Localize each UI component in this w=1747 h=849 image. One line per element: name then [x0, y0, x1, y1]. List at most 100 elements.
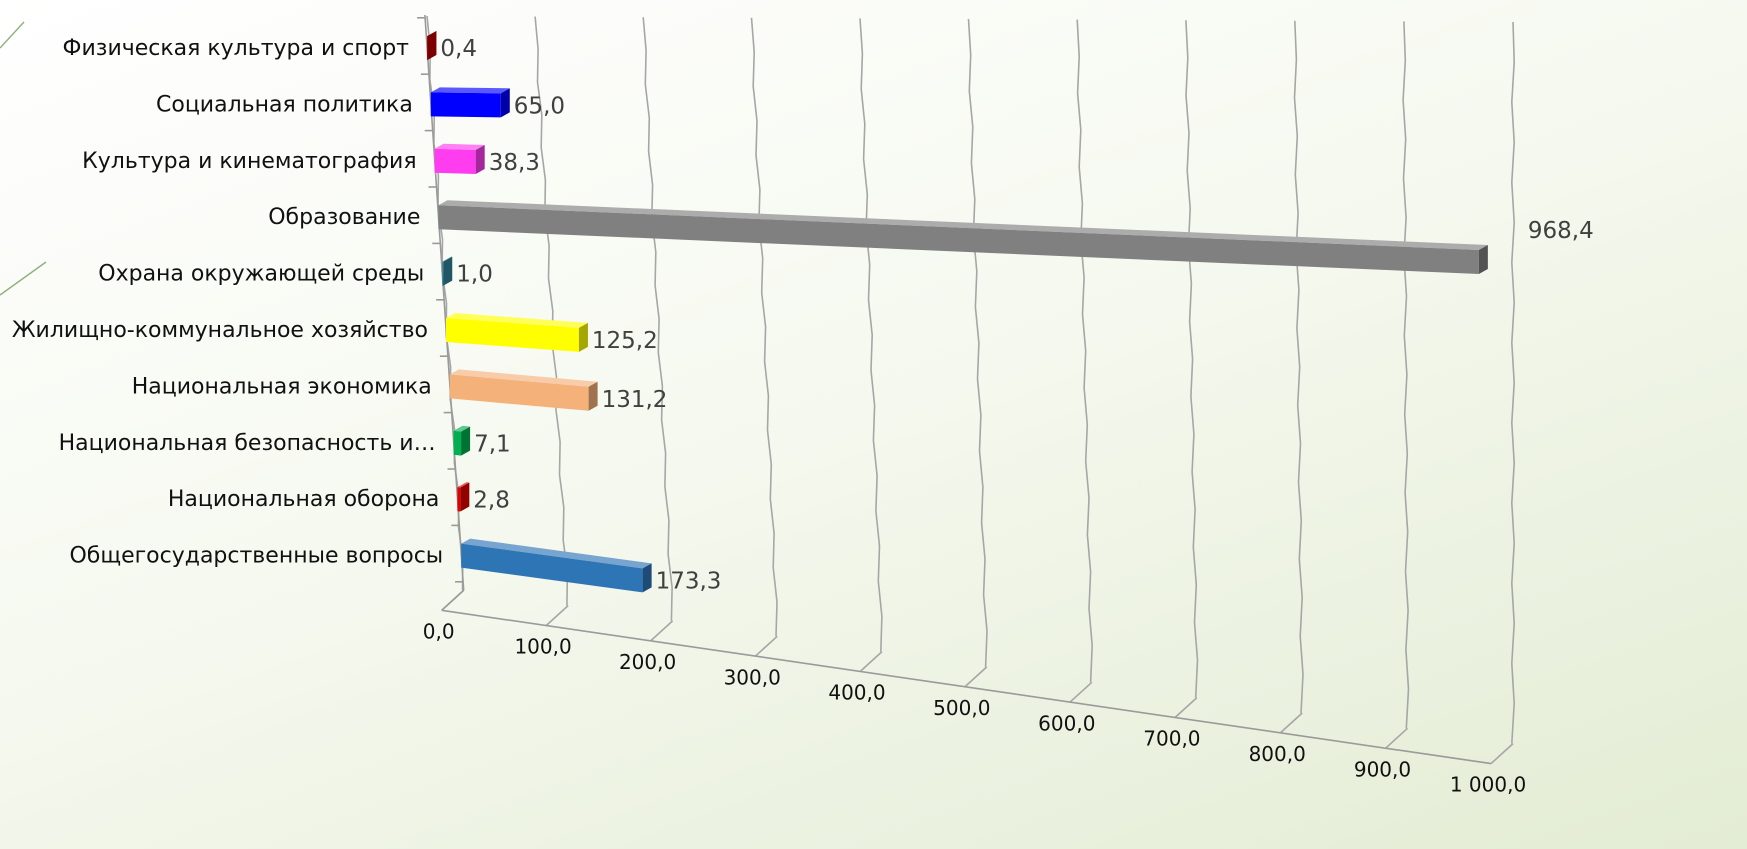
bar: [434, 143, 485, 174]
bar-top-face: [442, 256, 453, 262]
value-label: 38,3: [489, 150, 540, 176]
bar: [442, 256, 453, 286]
x-tick-label: 900,0: [1354, 757, 1411, 781]
x-tick-label: 1 000,0: [1450, 773, 1526, 797]
bar-end-face: [443, 256, 453, 286]
value-label: 173,3: [656, 568, 722, 594]
category-label: Физическая культура и спорт: [63, 36, 410, 61]
floor-gridline-9: [1384, 727, 1409, 749]
decorative-line: [0, 261, 47, 296]
bar: [453, 425, 471, 456]
bar: [430, 87, 510, 118]
gridline-3: [750, 17, 778, 637]
category-label: Общегосударственные вопросы: [69, 544, 443, 569]
bar-end-face: [461, 426, 471, 456]
x-tick-label: 600,0: [1038, 711, 1095, 735]
axes: [417, 14, 1492, 765]
labels: 0,0 100,0 200,0 300,0 400,0 500,0 600,0 700,0 80…: [12, 36, 1594, 797]
x-axis-line: [441, 609, 1492, 765]
floor-gridline-10: [1490, 743, 1514, 765]
gridline-2: [642, 17, 673, 621]
category-label: Охрана окружающей среды: [98, 262, 424, 287]
floor-gridline-1: [545, 605, 569, 627]
bar-front-face: [442, 261, 444, 286]
gridline-8: [1293, 20, 1304, 714]
value-label: 1,0: [456, 262, 493, 288]
decorative-line: [0, 21, 25, 49]
bar-front-face: [446, 318, 579, 352]
bar-end-face: [642, 563, 652, 593]
category-label: Культура и кинематография: [82, 149, 416, 174]
category-label: Образование: [268, 205, 420, 230]
x-tick-label: 700,0: [1143, 727, 1200, 751]
floor-gridline-8: [1279, 712, 1303, 734]
gridline-9: [1402, 21, 1410, 729]
bar-end-face: [460, 482, 470, 512]
bar-top-face: [446, 313, 588, 328]
value-label: 65,0: [514, 93, 565, 119]
bar-top-face: [434, 143, 485, 150]
x-tick-label: 500,0: [933, 696, 990, 720]
bar: [446, 313, 588, 352]
gridline-6: [1076, 19, 1094, 683]
bar: [438, 200, 1488, 275]
category-label: Национальная экономика: [132, 374, 432, 399]
value-label: 131,2: [602, 387, 668, 413]
x-tick-label: 300,0: [724, 665, 781, 689]
bar: [457, 482, 470, 512]
gridlines: [426, 15, 1516, 765]
x-tick-label: 0,0: [423, 619, 455, 643]
floor-gridline-2: [650, 620, 674, 642]
x-tick-label: 200,0: [619, 650, 676, 674]
floor-gridline-5: [964, 666, 988, 688]
bar-front-face: [457, 487, 461, 512]
value-label: 7,1: [474, 432, 511, 458]
x-tick-label: 800,0: [1249, 742, 1306, 766]
bar-end-face: [475, 144, 485, 174]
value-label: 968,4: [1528, 218, 1594, 244]
floor-gridline-6: [1069, 681, 1093, 703]
bar-front-face: [461, 543, 643, 593]
bar-top-face: [449, 369, 598, 387]
floor-gridline-3: [754, 635, 778, 657]
floor-gridline-7: [1174, 697, 1198, 719]
bar: [427, 30, 437, 60]
floor-gridline-4: [859, 651, 883, 673]
bar-front-face: [438, 205, 1479, 275]
category-label: Жилищно-коммунальное хозяйство: [12, 318, 428, 343]
value-label: 2,8: [473, 488, 510, 514]
gridline-7: [1185, 20, 1199, 698]
floor-corner: [441, 589, 465, 611]
gridline-10: [1510, 21, 1516, 744]
bar-top-face: [430, 87, 510, 94]
bar-end-face: [1478, 245, 1488, 275]
gridline-1: [534, 16, 569, 606]
bar-front-face: [453, 430, 462, 456]
bar-end-face: [427, 30, 437, 60]
bar-front-face: [434, 148, 476, 174]
value-label: 0,4: [440, 36, 477, 62]
bar-end-face: [588, 381, 598, 411]
bar-top-face: [453, 425, 471, 432]
gridline-5: [967, 18, 988, 667]
bar: [461, 538, 652, 593]
category-label: Национальная оборона: [168, 487, 440, 512]
bars: [427, 30, 1488, 593]
bar-front-face: [430, 92, 501, 118]
value-label: 125,2: [592, 328, 658, 354]
gridline-4: [859, 18, 883, 652]
bar-top-face: [438, 200, 1488, 251]
x-tick-label: 400,0: [828, 681, 885, 705]
category-label: Социальная политика: [156, 92, 413, 117]
x-tick-label: 100,0: [514, 635, 571, 659]
bar-top-face: [461, 538, 652, 569]
bar: [449, 369, 598, 411]
bar-end-face: [500, 88, 510, 118]
bar-top-face: [457, 482, 470, 488]
bar-front-face: [449, 374, 589, 411]
bar-end-face: [578, 322, 588, 352]
bar-top-face: [427, 30, 437, 36]
category-label: Национальная безопасность и…: [59, 431, 436, 456]
